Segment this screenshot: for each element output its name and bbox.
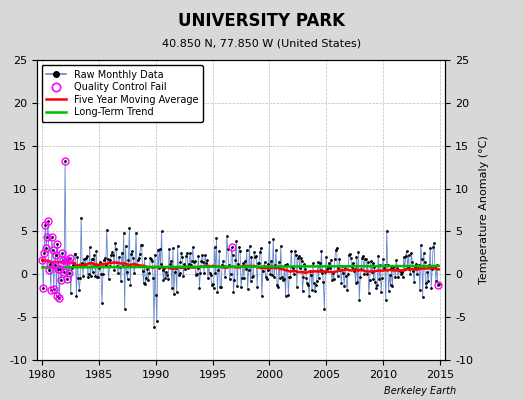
Text: UNIVERSITY PARK: UNIVERSITY PARK	[179, 12, 345, 30]
Text: 40.850 N, 77.850 W (United States): 40.850 N, 77.850 W (United States)	[162, 38, 362, 48]
Text: Berkeley Earth: Berkeley Earth	[384, 386, 456, 396]
Y-axis label: Temperature Anomaly (°C): Temperature Anomaly (°C)	[479, 136, 489, 284]
Legend: Raw Monthly Data, Quality Control Fail, Five Year Moving Average, Long-Term Tren: Raw Monthly Data, Quality Control Fail, …	[41, 65, 203, 122]
